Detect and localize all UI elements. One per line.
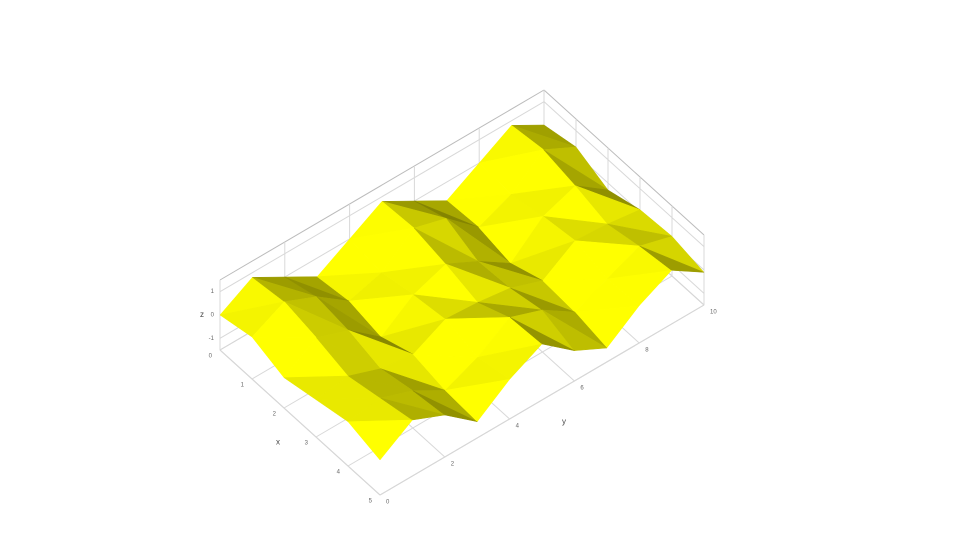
mesh-triangle: [412, 390, 478, 422]
z-tick-label: 0: [211, 313, 215, 319]
mesh: [219, 124, 705, 461]
x-tick-label: 4: [337, 470, 341, 476]
x-tick-label: 0: [209, 354, 213, 360]
x-tick-label: 1: [241, 383, 245, 389]
x-tick-label: 5: [369, 499, 373, 505]
x-grid-line: [379, 304, 705, 496]
box-edge: [219, 89, 545, 281]
z-tick-label: 1: [211, 289, 215, 295]
mesh-triangle: [639, 245, 705, 273]
x-axis-title: x: [276, 438, 280, 447]
y-tick-label: 4: [516, 424, 520, 430]
mesh-triangle: [476, 343, 543, 380]
z-grid-line: [219, 101, 545, 293]
y-tick-label: 0: [386, 500, 390, 506]
y-tick-label: 8: [645, 348, 649, 354]
axis-labels: 0 1 2 3 4 5 0 2 4 6 8 10 -1 0 1 x y z: [200, 289, 717, 505]
x-tick-label: 2: [273, 412, 277, 418]
mesh-triangle: [509, 317, 575, 351]
x-tick-label: 3: [305, 441, 309, 447]
mesh-triangle: [444, 378, 511, 423]
y-axis-title: y: [562, 417, 566, 426]
mesh-triangle: [380, 397, 445, 421]
y-tick-label: 10: [710, 310, 717, 316]
y-grid-line: [219, 349, 381, 496]
y-tick-label: 6: [580, 386, 584, 392]
box-edge: [543, 89, 705, 236]
y-tick-label: 2: [451, 462, 455, 468]
z-axis-title: z: [200, 310, 204, 319]
z-tick-label: -1: [209, 336, 215, 342]
z-grid-line: [543, 101, 705, 248]
mesh-triangle: [542, 309, 608, 351]
mesh-triangle: [347, 419, 413, 461]
